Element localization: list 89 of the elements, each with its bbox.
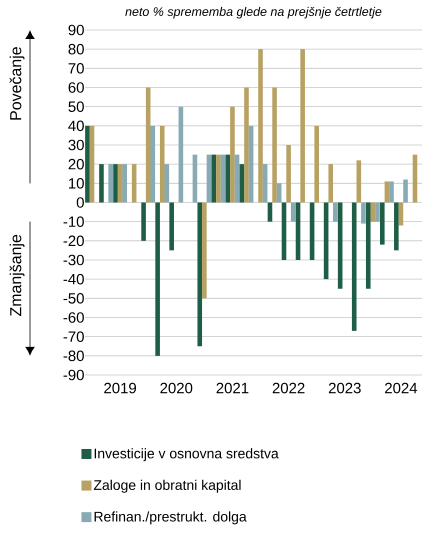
legend-label: Investicije v osnovna sredstva	[94, 448, 279, 462]
bar	[258, 49, 263, 202]
bar	[220, 154, 226, 202]
bar	[300, 49, 305, 202]
bar	[85, 126, 90, 202]
bar	[286, 144, 291, 202]
bar	[398, 202, 404, 226]
bar	[389, 181, 394, 202]
bar	[370, 202, 376, 222]
bar	[310, 202, 314, 260]
bar	[276, 183, 282, 202]
y-tick-label: 40	[68, 120, 84, 132]
bar	[132, 164, 136, 202]
y-tick-label: 50	[68, 101, 84, 112]
y-tick-label: -20	[64, 236, 84, 246]
bar	[118, 164, 122, 202]
bar	[333, 202, 338, 222]
bar	[211, 154, 216, 202]
bar	[99, 164, 104, 202]
y-tick-label: -40	[64, 274, 84, 284]
bar	[412, 154, 418, 202]
bar	[122, 164, 128, 202]
bar	[384, 181, 390, 202]
y-tick-label: 10	[69, 178, 84, 189]
x-tick-label: 2023	[328, 382, 361, 394]
bar	[366, 202, 371, 289]
x-tick-label: 2021	[216, 382, 248, 394]
bar	[230, 106, 235, 202]
bar	[282, 202, 286, 260]
bar	[206, 154, 212, 202]
bar	[361, 202, 366, 224]
bar	[403, 179, 408, 202]
bar	[108, 164, 113, 202]
x-tick-label: 2024	[385, 382, 418, 394]
y-tick-label: 70	[68, 63, 84, 74]
bar	[216, 154, 221, 202]
bar	[192, 154, 198, 202]
bar	[197, 202, 202, 346]
bar	[244, 87, 249, 202]
bar	[380, 202, 385, 245]
x-tick-label: 2022	[272, 382, 304, 394]
bar	[202, 202, 207, 298]
bar	[113, 164, 118, 202]
bar	[146, 87, 150, 202]
bar	[338, 202, 342, 289]
bar	[296, 202, 300, 260]
bar	[268, 202, 272, 222]
chart-title: neto % sprememba glede na prejšnje četrtletje	[125, 6, 382, 18]
bar	[240, 164, 244, 202]
bar	[155, 202, 160, 356]
text: Zmanjšanje	[10, 234, 24, 316]
bar	[234, 154, 240, 202]
bar	[290, 202, 296, 222]
text: Povečanje	[10, 47, 24, 120]
x-tick-label: 2020	[160, 382, 192, 394]
bar	[394, 202, 399, 250]
y-tick-label: -70	[64, 331, 84, 342]
bar	[226, 154, 230, 202]
y-tick-label: -90	[64, 370, 84, 380]
bar	[328, 164, 334, 202]
bar	[352, 202, 357, 331]
y-tick-label: 60	[68, 82, 84, 93]
bar	[375, 202, 380, 222]
bar	[248, 126, 254, 202]
y-tick-label: 20	[68, 158, 84, 170]
bar	[164, 164, 170, 202]
bar	[160, 126, 165, 202]
bar	[314, 126, 319, 202]
y-tick-label: -80	[64, 350, 84, 362]
bar	[272, 87, 277, 202]
x-tick-label: 2019	[104, 382, 136, 394]
y-tick-label: -10	[64, 216, 84, 227]
bar	[178, 106, 184, 202]
bar	[90, 126, 94, 202]
legend-label: Zaloge in obratni kapital	[94, 480, 241, 493]
y-tick-label: -60	[64, 312, 84, 323]
bar	[150, 126, 156, 202]
bar	[141, 202, 146, 241]
y-tick-label: -30	[64, 254, 84, 266]
y-tick-label: -50	[64, 293, 84, 304]
y-tick-label: 90	[68, 24, 84, 36]
legend-label: Refinan./prestrukt. dolga	[94, 511, 247, 524]
bar	[356, 160, 362, 202]
y-tick-label: 80	[68, 44, 84, 54]
bar	[324, 202, 328, 280]
y-tick-label: 0	[76, 197, 84, 208]
y-tick-label: 30	[68, 140, 84, 150]
bar	[169, 202, 174, 250]
bar	[262, 164, 268, 202]
